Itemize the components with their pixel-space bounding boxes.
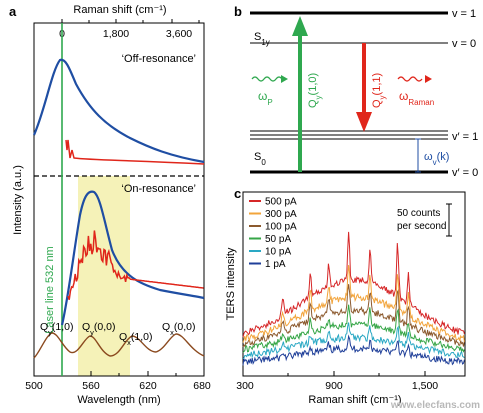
panel-c-letter: c bbox=[234, 186, 241, 201]
ters-series-300-pa bbox=[242, 264, 465, 343]
legend-label: 10 pA bbox=[265, 247, 291, 258]
on-resonance-red-curve bbox=[67, 230, 204, 301]
omega-p-label: ωP bbox=[258, 89, 273, 107]
panel-b-letter: b bbox=[234, 4, 242, 19]
laser-label: Laser line 532 nm bbox=[44, 246, 56, 333]
panel-c: c TERS intensity Raman shift (cm⁻¹) 300 … bbox=[225, 186, 480, 411]
omega-raman-label: ωRaman bbox=[399, 89, 434, 107]
panel-a-top-axis-label: Raman shift (cm⁻¹) bbox=[73, 4, 166, 16]
absorption-label-qx10: Qx(1,0) bbox=[119, 331, 153, 347]
panel-c-x-label: Raman shift (cm⁻¹) bbox=[308, 394, 401, 406]
state-s1-label: S1y bbox=[254, 31, 270, 47]
level-label-vp1: v′ = 1 bbox=[452, 131, 478, 143]
absorption-label-qy10: Qy(1,0) bbox=[40, 321, 74, 337]
level-label-vp0: v′ = 0 bbox=[452, 167, 478, 179]
panel-a: a Raman shift (cm⁻¹) 0 1,800 3,600 bbox=[9, 4, 211, 406]
legend-label: 300 pA bbox=[265, 209, 297, 220]
absorption-curve bbox=[33, 332, 205, 359]
excitation-arrowhead bbox=[292, 16, 308, 36]
on-resonance-label: ‘On-resonance’ bbox=[121, 183, 196, 195]
panel-c-frame bbox=[242, 191, 466, 377]
panel-b: b v = 1 v = 0 v′ = 1 v′ = 0 S1y S0 Qy(1,… bbox=[234, 4, 478, 179]
bottom-tick-label: 560 bbox=[82, 380, 100, 392]
panel-a-bottom-axis-label: Wavelength (nm) bbox=[77, 394, 160, 406]
state-s0-label: S0 bbox=[254, 151, 266, 167]
scale-bar-label-2: per second bbox=[397, 221, 446, 232]
panel-c-ticks: 300 900 1,500 bbox=[236, 371, 438, 392]
legend-label: 100 pA bbox=[265, 222, 297, 233]
panel-c-tick-label: 1,500 bbox=[412, 380, 438, 392]
off-resonance-red-curve bbox=[65, 139, 205, 165]
top-tick-label: 3,600 bbox=[166, 28, 192, 40]
incoming-photon-arrowhead bbox=[281, 75, 288, 83]
panel-c-y-label: TERS intensity bbox=[225, 247, 237, 320]
top-tick-label: 1,800 bbox=[103, 28, 129, 40]
bottom-tick-label: 500 bbox=[25, 380, 43, 392]
ters-series-100-pa bbox=[242, 284, 465, 348]
panel-c-tick-label: 300 bbox=[236, 380, 254, 392]
legend-label: 1 pA bbox=[265, 259, 286, 270]
ters-spectra bbox=[242, 231, 465, 366]
resonance-highlight bbox=[78, 176, 130, 376]
bottom-tick-label: 620 bbox=[139, 380, 157, 392]
panel-c-tick-label: 900 bbox=[325, 380, 343, 392]
watermark: www.elecfans.com bbox=[390, 400, 480, 411]
outgoing-photon-wave bbox=[397, 76, 423, 82]
panel-a-y-label: Intensity (a.u.) bbox=[12, 165, 24, 235]
legend-label: 500 pA bbox=[265, 197, 297, 208]
level-label-v1: v = 1 bbox=[452, 8, 476, 20]
absorption-label-qy00: Qy(0,0) bbox=[82, 321, 116, 337]
omega-v-label: ωv(k) bbox=[424, 151, 449, 167]
off-resonance-label: ‘Off-resonance’ bbox=[122, 53, 196, 65]
scale-bar-label-1: 50 counts bbox=[397, 208, 440, 219]
qy10-label: Qy(1,0) bbox=[307, 73, 323, 108]
panel-a-letter: a bbox=[9, 4, 17, 19]
ters-series-1-pa bbox=[242, 334, 465, 366]
ters-series-10-pa bbox=[242, 322, 465, 360]
emission-arrowhead bbox=[356, 112, 372, 132]
qy11-label: Qy(1,1) bbox=[371, 73, 387, 108]
level-label-v0: v = 0 bbox=[452, 38, 476, 50]
ters-series-50-pa bbox=[242, 304, 465, 353]
ters-series-500-pa bbox=[242, 231, 465, 338]
outgoing-photon-arrowhead bbox=[425, 75, 432, 83]
incoming-photon-wave bbox=[251, 76, 283, 82]
legend-label: 50 pA bbox=[265, 234, 291, 245]
on-resonance-blue-curve bbox=[60, 190, 205, 326]
off-resonance-blue-curve bbox=[32, 58, 205, 164]
panel-a-top-ticks: 0 1,800 3,600 bbox=[59, 19, 200, 40]
absorption-label-qx00: Qx(0,0) bbox=[162, 321, 196, 337]
bottom-tick-label: 680 bbox=[193, 380, 211, 392]
